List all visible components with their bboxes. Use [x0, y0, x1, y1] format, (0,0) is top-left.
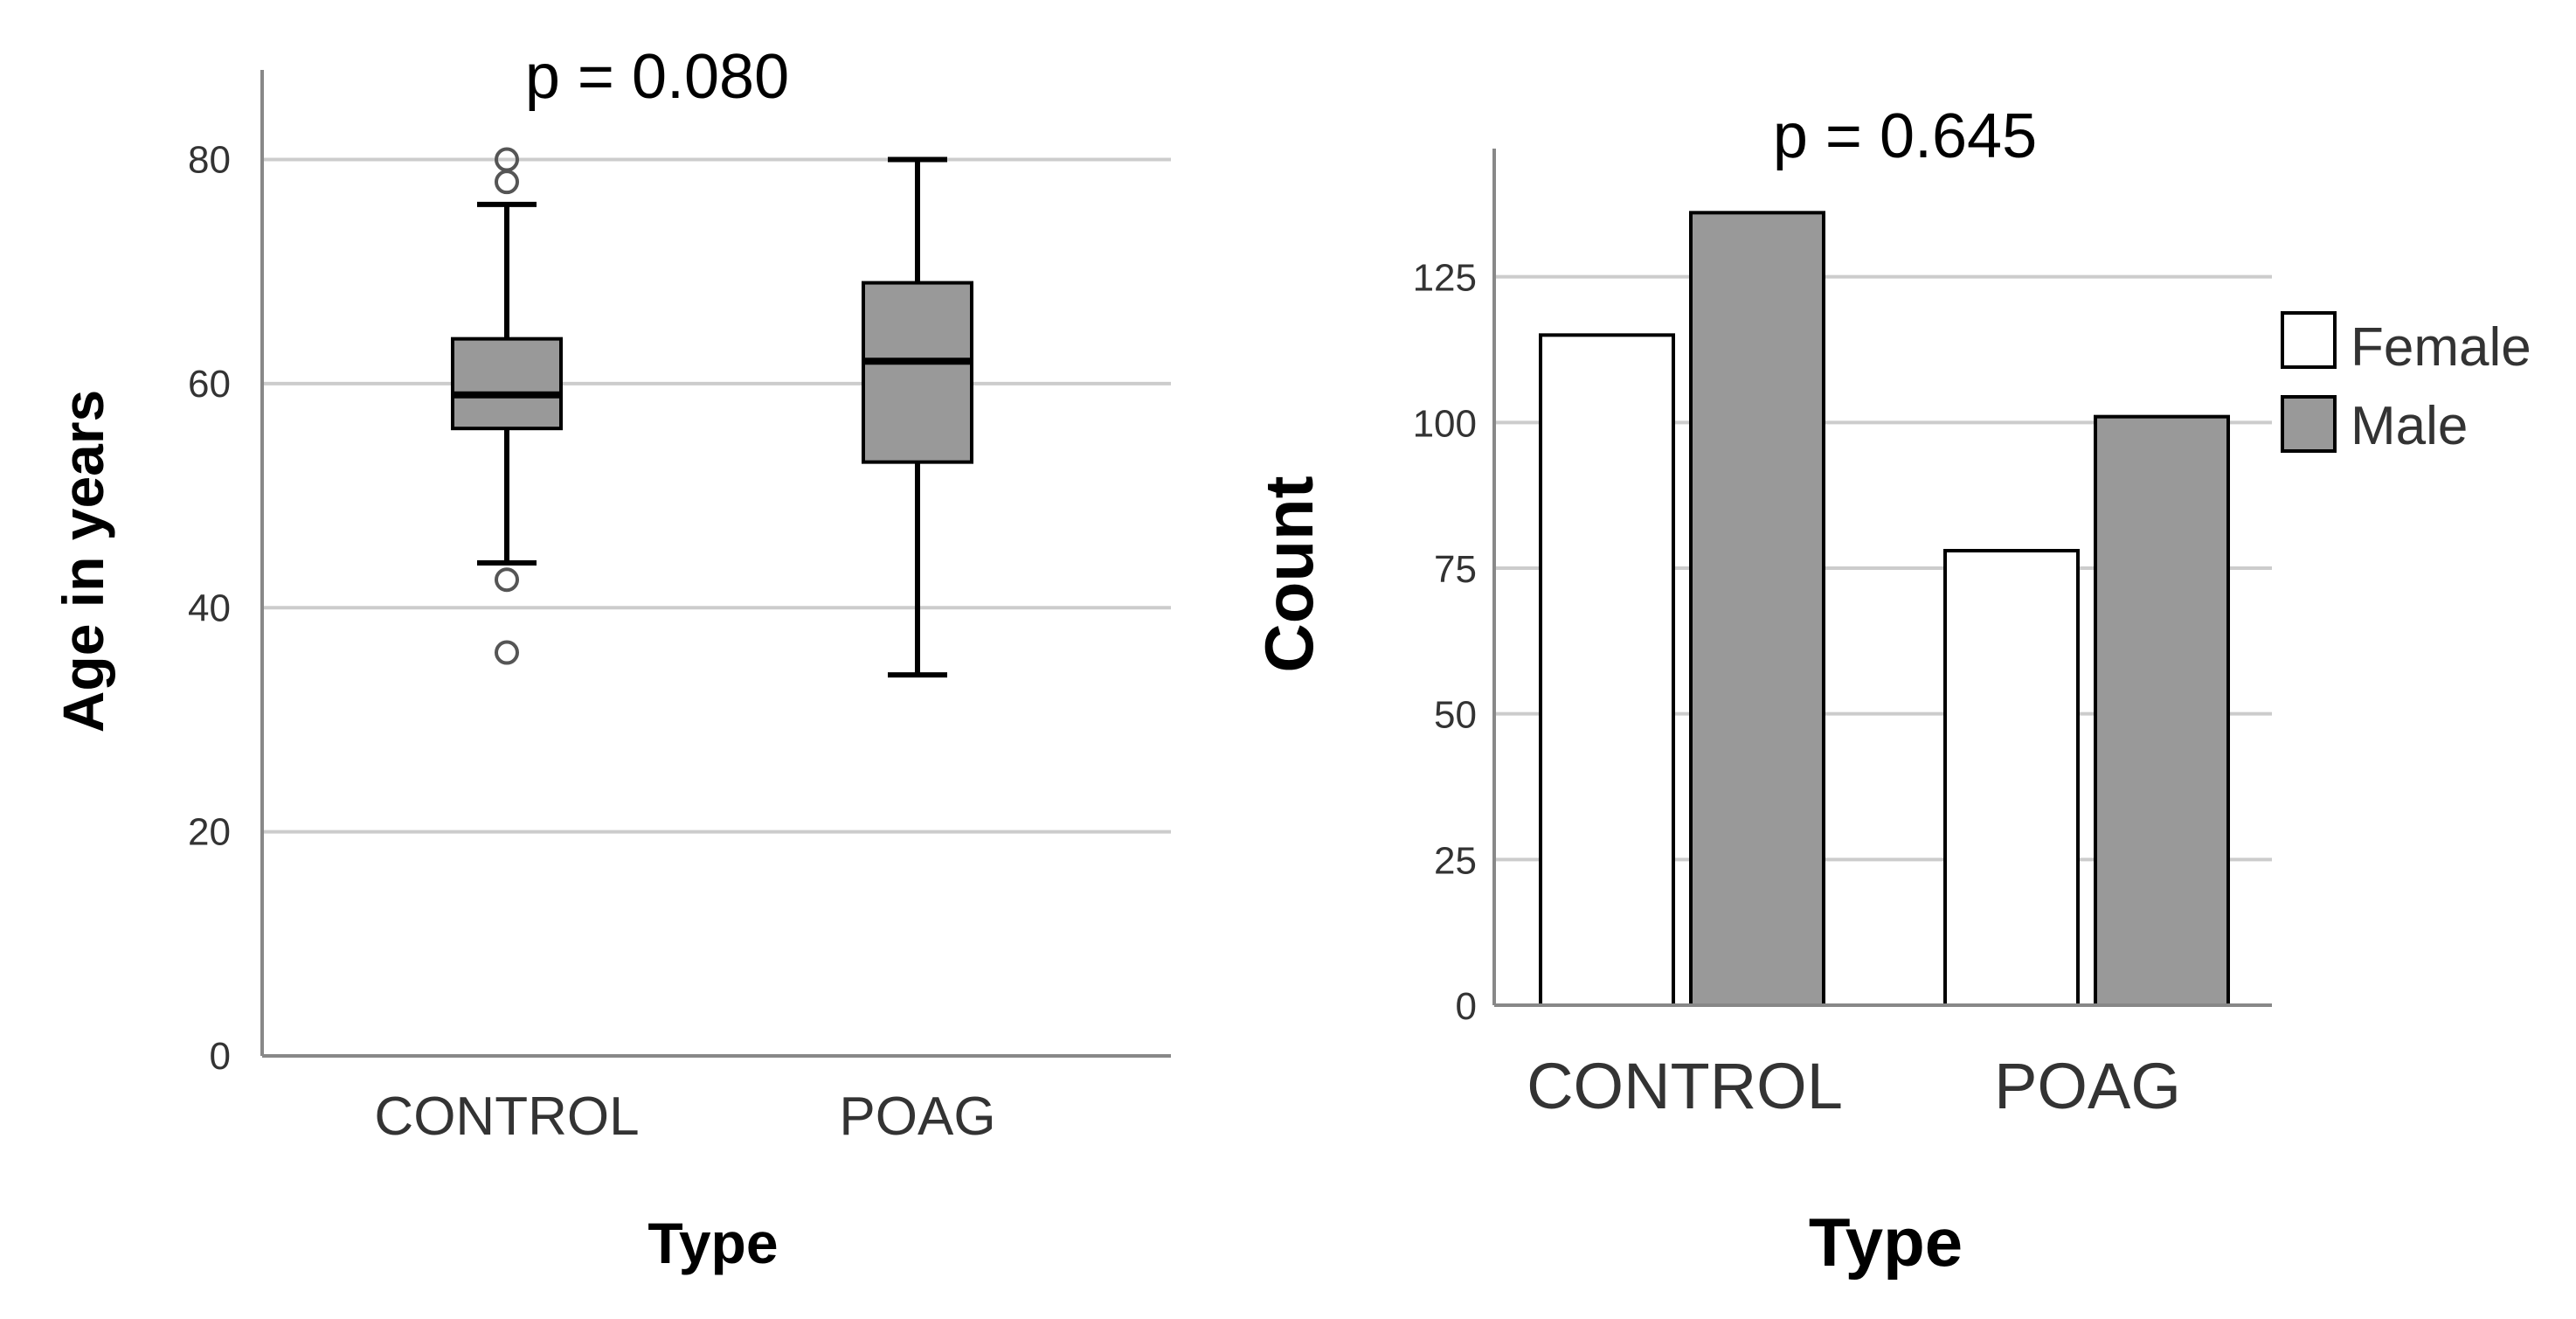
bar-category-label-poag: POAG [1994, 1050, 2181, 1122]
box-category-label-poag: POAG [839, 1086, 995, 1147]
box-chart: p = 0.080 0 20 40 60 80 CONTROL POAG Type Ag… [51, 42, 1171, 1275]
box-gridlines [262, 157, 1171, 834]
box-y-tick-label-60: 60 [188, 363, 231, 406]
bar-category-label-control: CONTROL [1527, 1050, 1843, 1122]
box-y-tick-label-40: 40 [188, 587, 231, 629]
box-y-ticks: 0 20 40 60 80 [188, 139, 231, 1078]
bar-y-tick-label-100: 100 [1413, 402, 1477, 445]
box-y-axis-title: Age in years [51, 390, 115, 733]
box-x-axis-title: Type [647, 1211, 778, 1275]
bar-y-tick-label-50: 50 [1434, 694, 1477, 737]
box-y-tick-label-20: 20 [188, 811, 231, 854]
legend-label-female: Female [2351, 317, 2531, 378]
box-category-label-control: CONTROL [374, 1086, 639, 1147]
bar-y-tick-label-125: 125 [1413, 257, 1477, 300]
bar-female-poag [1943, 549, 2080, 1007]
legend-label-male: Male [2351, 396, 2468, 456]
bar-x-axis-title: Type [1809, 1204, 1963, 1281]
bar-y-tick-label-0: 0 [1456, 985, 1477, 1028]
legend-swatch-male [2281, 395, 2337, 453]
box-y-tick-label-0: 0 [210, 1035, 231, 1078]
bar-male-control [1689, 211, 1825, 1008]
bar-chart: p = 0.645 0 25 50 75 100 125 CONTROL POAG Typ… [1250, 101, 2531, 1281]
box-y-tick-label-80: 80 [188, 139, 231, 182]
box-outlier-control-2 [495, 567, 519, 593]
box-chart-annotation: p = 0.080 [525, 42, 789, 112]
box-outlier-control-3 [495, 640, 519, 665]
box-iqr-control [451, 337, 563, 431]
bar-y-axis-title: Count [1250, 476, 1327, 672]
bar-y-ticks: 0 25 50 75 100 125 [1413, 257, 1477, 1028]
bar-y-tick-label-25: 25 [1434, 839, 1477, 882]
bar-female-control [1539, 333, 1675, 1008]
legend-swatch-female [2281, 311, 2337, 369]
box-outlier-control-1 [495, 170, 519, 195]
bar-chart-annotation: p = 0.645 [1773, 101, 2037, 171]
box-iqr-poag [862, 281, 973, 464]
bar-y-tick-label-75: 75 [1434, 548, 1477, 591]
bar-male-poag [2094, 414, 2230, 1007]
box-marks [451, 147, 973, 678]
bar-legend: Female Male [2281, 311, 2531, 456]
bar-marks [1539, 211, 2230, 1008]
